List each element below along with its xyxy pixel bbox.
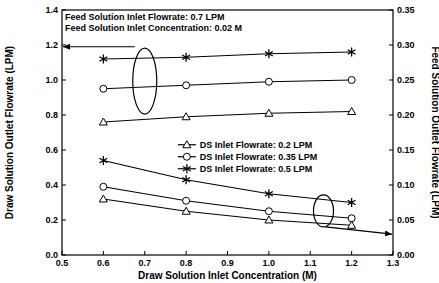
plot-area	[99, 48, 355, 229]
y-tick-label: 0.8	[45, 110, 58, 120]
y-tick	[62, 185, 66, 186]
data-point	[265, 189, 273, 198]
x-tick	[103, 251, 104, 255]
legend-marker	[183, 164, 191, 173]
legend: DS Inlet Flowrate: 0.2 LPM DS Inlet Flowr…	[178, 140, 318, 174]
y-tick	[62, 45, 66, 46]
legend-label: DS Inlet Flowrate: 0.2 LPM	[200, 140, 313, 150]
x-tick-label: 1.2	[345, 258, 358, 268]
data-point	[183, 82, 190, 89]
data-point	[182, 175, 190, 184]
x-tick-label: 0.9	[221, 258, 234, 268]
x-tick-label: 0.6	[97, 258, 110, 268]
chart: 0.50.60.70.80.91.01.11.21.30.00.20.40.60…	[0, 0, 439, 283]
y-tick-label: 0.6	[45, 145, 58, 155]
data-point	[265, 216, 273, 223]
axis-arrow	[63, 46, 135, 47]
y-tick-label: 0.2	[45, 215, 58, 225]
y2-tick-label: 0.20	[397, 110, 415, 120]
x-tick-label: 1.0	[263, 258, 276, 268]
y-tick	[62, 220, 66, 221]
x-tick	[351, 251, 352, 255]
y2-tick-label: 0.10	[397, 180, 415, 190]
y-tick-label: 1.4	[45, 5, 58, 15]
y2-tick-label: 0.15	[397, 145, 415, 155]
data-point	[99, 195, 107, 202]
axis-arrow	[325, 227, 392, 234]
data-point	[265, 49, 273, 58]
y2-axis-title: Feed Solution Outlet Flowrate (LPM)	[430, 46, 439, 218]
y2-tick	[389, 185, 393, 186]
series-line	[103, 161, 351, 203]
legend-label: DS Inlet Flowrate: 0.35 LPM	[200, 152, 318, 162]
legend-label: DS Inlet Flowrate: 0.5 LPM	[200, 164, 313, 174]
y-tick	[62, 80, 66, 81]
series-line	[103, 112, 351, 123]
y2-tick	[389, 45, 393, 46]
y-tick-label: 1.2	[45, 40, 58, 50]
y-tick-label: 1.0	[45, 75, 58, 85]
data-point	[182, 207, 190, 214]
x-tick-label: 1.1	[304, 258, 317, 268]
data-point	[348, 77, 355, 84]
y-tick	[62, 10, 66, 11]
y2-tick	[389, 150, 393, 151]
x-tick-label: 0.7	[138, 258, 151, 268]
y2-tick	[389, 220, 393, 221]
data-point	[348, 108, 356, 115]
legend-marker	[183, 153, 190, 160]
data-point	[100, 85, 107, 92]
data-point	[265, 208, 272, 215]
x-tick	[393, 251, 394, 255]
y2-tick-label: 0.05	[397, 215, 415, 225]
series-line	[103, 80, 351, 89]
data-point	[182, 53, 190, 62]
x-tick	[227, 251, 228, 255]
x-tick	[310, 251, 311, 255]
x-tick-label: 0.8	[180, 258, 193, 268]
data-point	[99, 118, 107, 125]
data-point	[265, 109, 273, 116]
legend-marker	[183, 141, 191, 148]
data-point	[183, 197, 190, 204]
y2-tick	[389, 115, 393, 116]
y2-tick	[389, 80, 393, 81]
y-tick	[62, 255, 66, 256]
y-tick	[62, 150, 66, 151]
data-point	[348, 215, 355, 222]
y2-tick	[389, 10, 393, 11]
group-ellipse	[133, 48, 157, 114]
y2-tick	[389, 255, 393, 256]
data-point	[265, 78, 272, 85]
y2-tick-label: 0.35	[397, 5, 415, 15]
x-tick	[268, 251, 269, 255]
data-point	[348, 48, 356, 57]
y2-tick-label: 0.25	[397, 75, 415, 85]
plot-frame	[62, 10, 393, 255]
x-tick	[62, 251, 63, 255]
y-tick-label: 0.0	[45, 250, 58, 260]
annotation: Feed Solution Inlet Flowrate: 0.7 LPM	[65, 12, 225, 22]
y2-tick-label: 0.30	[397, 40, 415, 50]
data-point	[348, 221, 356, 228]
y2-tick-label: 0.00	[397, 250, 415, 260]
series-line	[103, 52, 351, 59]
y-axis-title: Draw Solution Outlet Flowrate (LPM)	[4, 46, 15, 219]
data-point	[348, 198, 356, 207]
x-axis-title: Draw Solution Inlet Concentration (M)	[138, 270, 317, 281]
y-tick	[62, 115, 66, 116]
data-point	[100, 183, 107, 190]
y-tick-label: 0.4	[45, 180, 58, 190]
x-tick	[144, 251, 145, 255]
group-ellipse	[313, 195, 333, 227]
data-point	[182, 113, 190, 120]
data-point	[99, 55, 107, 64]
x-tick	[186, 251, 187, 255]
data-point	[99, 156, 107, 165]
annotation: Feed Solution Inlet Concentration: 0.02 …	[65, 23, 242, 33]
